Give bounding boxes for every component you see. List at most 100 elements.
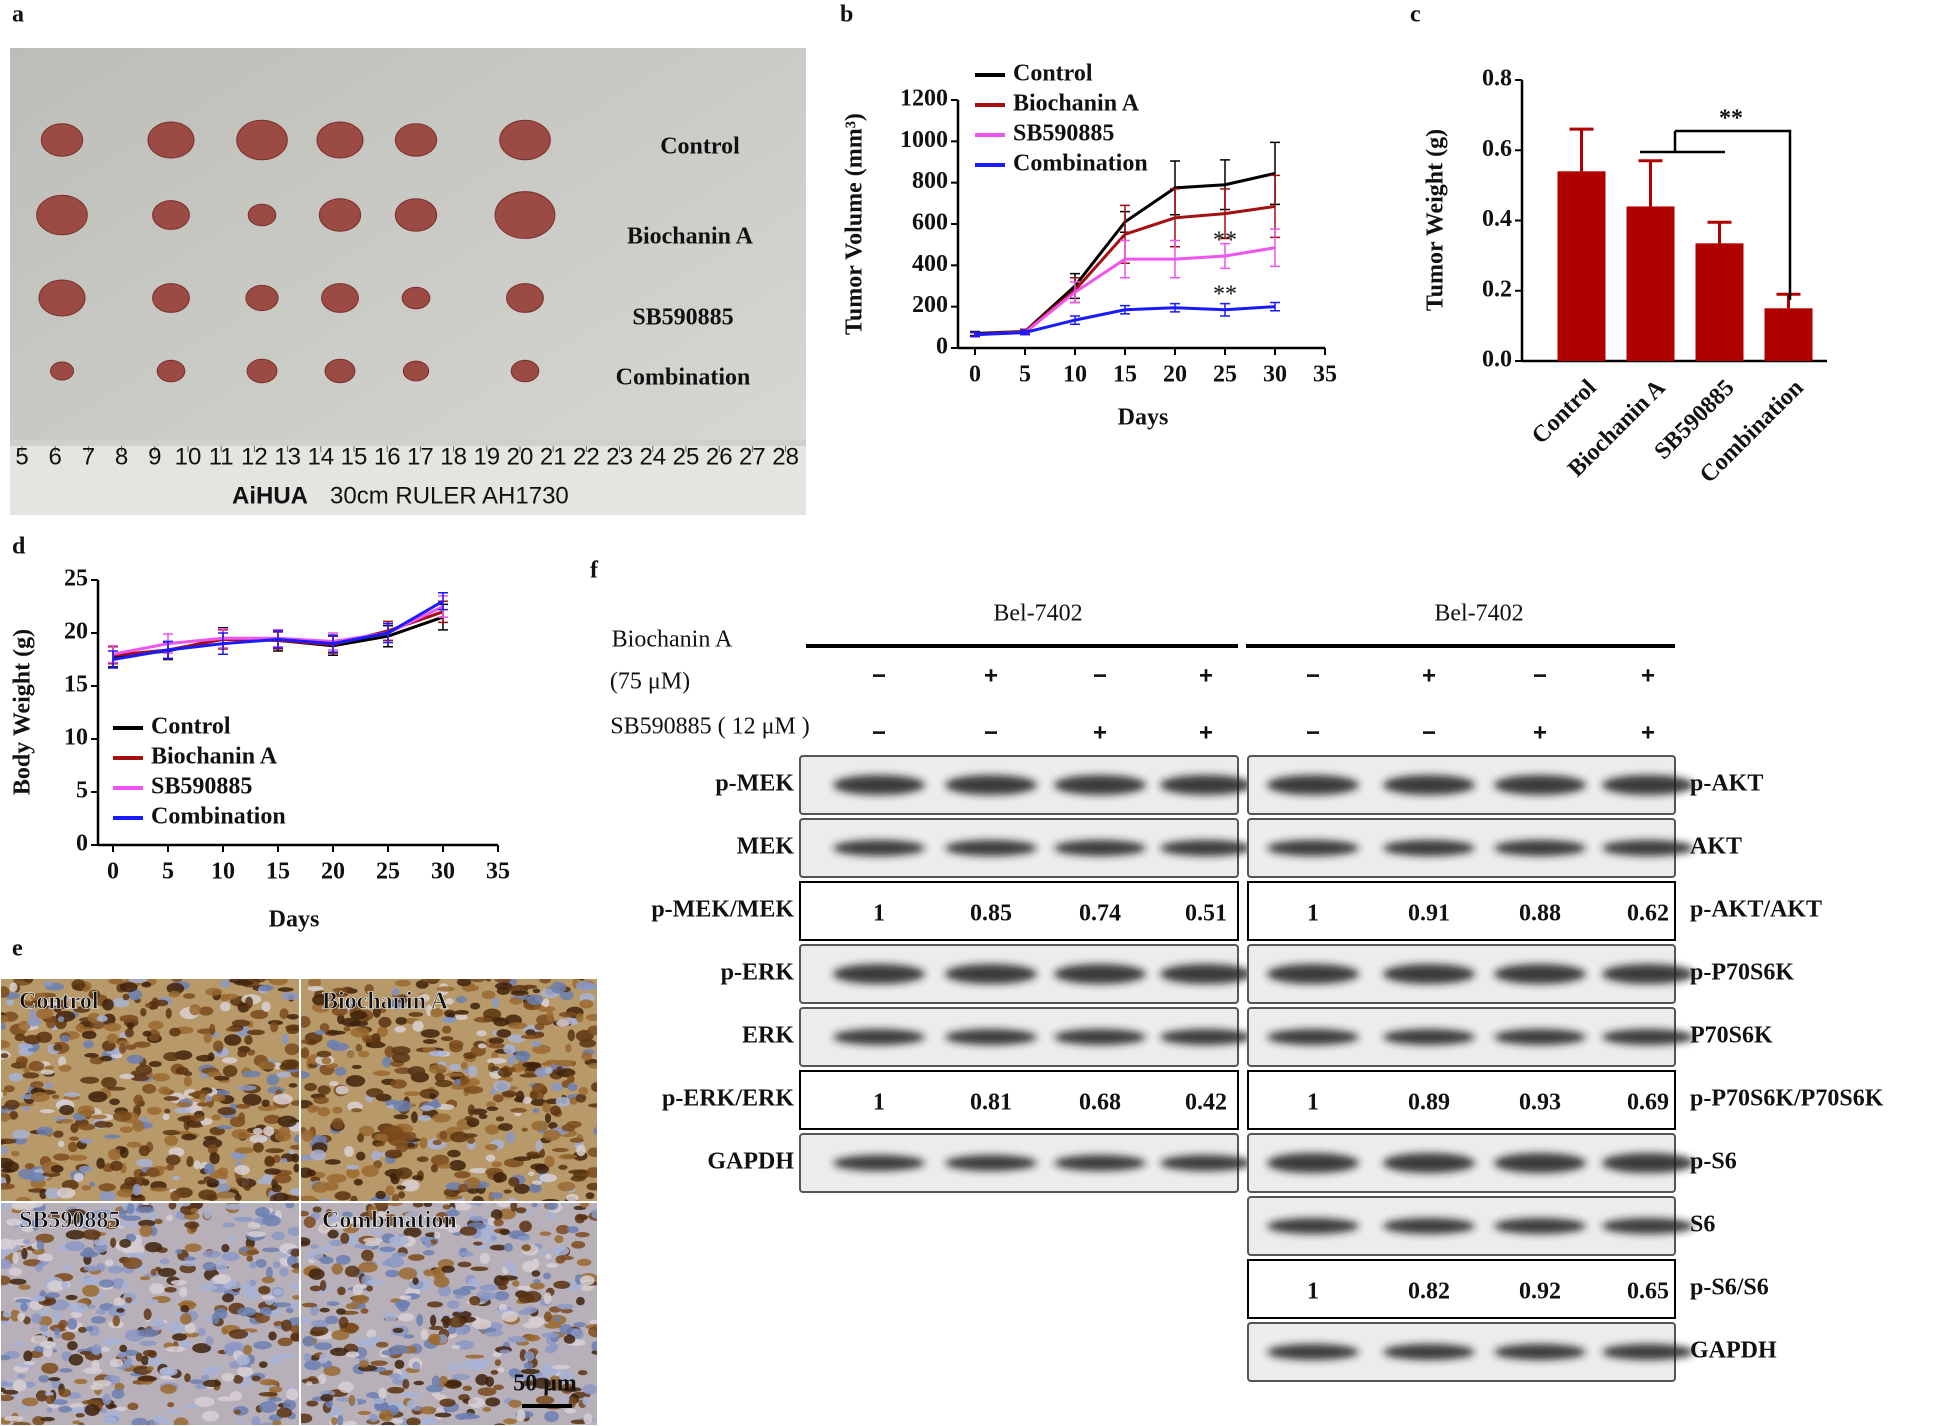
cell	[189, 1004, 201, 1016]
bar	[1626, 206, 1675, 361]
cell	[373, 1202, 391, 1207]
cell	[23, 1316, 31, 1325]
cell	[138, 1219, 156, 1227]
cell	[234, 1194, 242, 1202]
cell	[350, 1002, 363, 1013]
cell	[311, 1135, 328, 1144]
cell	[446, 1300, 460, 1309]
cell	[507, 1055, 515, 1066]
cell	[351, 1064, 362, 1069]
cell	[119, 1014, 139, 1023]
cell	[9, 982, 18, 992]
cell	[302, 1335, 315, 1347]
error-bar	[1707, 220, 1732, 244]
cell	[428, 1050, 448, 1057]
cell	[579, 1038, 597, 1048]
legend-label: SB590885	[151, 774, 252, 800]
cell	[193, 1160, 201, 1170]
cell	[350, 1027, 370, 1038]
tumor	[321, 283, 359, 313]
cell	[78, 1165, 93, 1173]
cell	[423, 1269, 435, 1277]
cell	[0, 986, 10, 998]
ruler-brand: AiHUA	[232, 482, 308, 509]
band	[945, 840, 1037, 856]
cell	[139, 1340, 157, 1347]
cell	[289, 1188, 300, 1196]
cell	[202, 1261, 217, 1272]
cell	[71, 979, 86, 991]
ratio-box	[1247, 1259, 1676, 1319]
cell	[78, 1123, 96, 1131]
cell	[72, 1420, 81, 1425]
cell	[544, 1066, 553, 1075]
cell	[543, 1311, 552, 1322]
panel-label: f	[590, 558, 599, 584]
cell	[406, 1417, 421, 1426]
cell	[330, 1221, 350, 1230]
cell	[534, 1163, 550, 1174]
cell	[67, 1341, 78, 1351]
cell	[300, 1237, 311, 1246]
cell	[140, 1355, 149, 1366]
cell	[345, 1303, 360, 1310]
cell	[372, 1070, 391, 1077]
cell	[39, 1307, 49, 1317]
cell	[521, 1260, 538, 1273]
cell	[288, 1283, 300, 1290]
cell	[196, 1102, 209, 1107]
quadrant-label: Biochanin A	[322, 989, 449, 1015]
cell	[345, 1164, 360, 1170]
cell	[464, 1354, 485, 1359]
cell	[224, 1034, 242, 1046]
cell	[172, 1333, 187, 1341]
cell	[561, 1080, 570, 1088]
treatment-sign: −	[1422, 719, 1436, 746]
x-tick-label: 35	[1313, 362, 1337, 388]
cell	[496, 1029, 512, 1038]
cell	[462, 1133, 478, 1138]
cell	[464, 1115, 474, 1121]
cell	[510, 990, 529, 996]
cell	[345, 1075, 366, 1087]
cell	[515, 1207, 527, 1214]
cell	[79, 1217, 92, 1228]
tumor	[394, 198, 438, 232]
cell	[375, 1190, 386, 1200]
cell	[447, 1362, 463, 1371]
band	[1054, 1029, 1146, 1045]
cell	[204, 1163, 215, 1175]
cell	[246, 1249, 260, 1255]
error-bar	[1270, 228, 1280, 268]
cell	[343, 1026, 351, 1032]
cell	[92, 1379, 112, 1387]
cell	[319, 1352, 329, 1364]
cell	[555, 1224, 570, 1235]
cell	[508, 1368, 521, 1377]
cell	[276, 1071, 292, 1078]
cell	[565, 1193, 579, 1202]
cell	[229, 1391, 243, 1401]
band	[1267, 1029, 1359, 1045]
band	[1494, 775, 1586, 795]
cell	[445, 998, 454, 1005]
cell	[107, 1265, 124, 1274]
tumor	[510, 359, 540, 383]
cell	[144, 1241, 163, 1253]
cell	[237, 1049, 248, 1058]
cell	[2, 1161, 20, 1173]
cell	[80, 1138, 93, 1144]
ruler-edge	[10, 440, 806, 446]
cell	[385, 1256, 404, 1268]
cell	[310, 1244, 319, 1249]
cell	[300, 1413, 313, 1424]
cell	[344, 1420, 358, 1426]
cell	[68, 1154, 88, 1161]
cell	[38, 1375, 50, 1383]
y-tick-label: 0.4	[1482, 206, 1512, 232]
x-tick-label: 10	[211, 859, 235, 885]
tumor	[152, 200, 190, 230]
cell	[54, 1327, 61, 1336]
cell	[554, 1316, 561, 1322]
